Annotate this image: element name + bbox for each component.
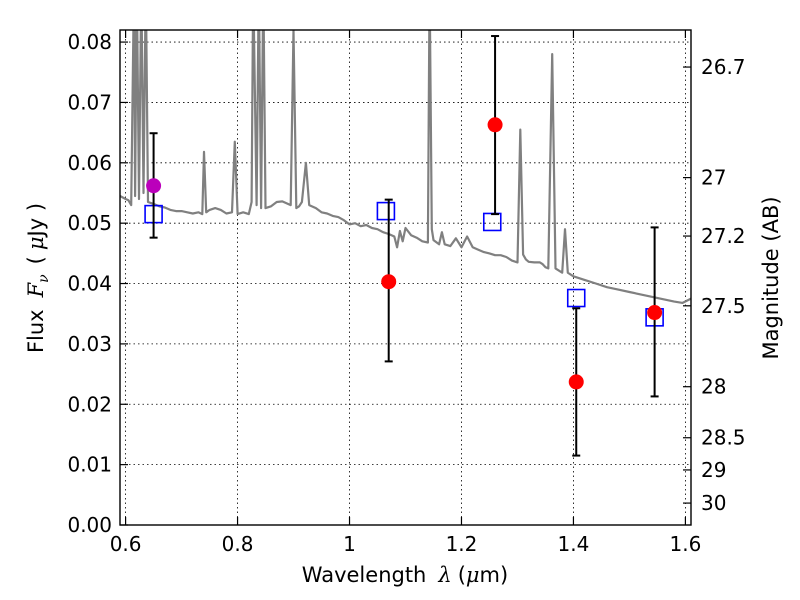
right-tick-label: 29 [701,458,726,482]
y-axis-left-ticks: 0.00 0.01 0.02 0.03 0.04 0.05 0.06 0.07 0.08 [67,30,128,537]
x-tick-label: 1.4 [558,532,590,556]
y-tick-label: 0.02 [67,392,112,416]
x-tick-label: 0.6 [110,532,142,556]
x-tick-label: 1.2 [446,532,478,556]
y-tick-label: 0.08 [67,30,112,54]
right-tick-label: 30 [701,491,726,515]
right-tick-label: 28.5 [701,426,746,450]
right-tick-label: 27 [701,166,726,190]
observed-point [568,374,584,390]
x-axis-ticks: 0.6 0.8 1 1.2 1.4 1.6 [110,30,701,556]
x-tick-label: 1.6 [669,532,701,556]
y-tick-label: 0.00 [67,513,112,537]
y-axis-left-label: FluxFν(μJy ) [24,203,52,353]
x-axis-label: Wavelength λ (μm) [302,563,508,587]
model-points [144,201,664,327]
observed-point [647,305,663,321]
y-tick-label: 0.01 [67,453,112,477]
y-tick-label: 0.06 [67,151,112,175]
observed-point [146,178,162,194]
y-axis-right-ticks: 26.7 27 27.2 27.5 28 28.5 29 30 [683,55,746,515]
y-tick-label: 0.05 [67,211,112,235]
y-tick-label: 0.03 [67,332,112,356]
plot-area [120,30,691,525]
observed-points [146,117,663,390]
right-tick-label: 28 [701,375,726,399]
model-square [566,288,586,308]
model-square [376,201,396,221]
x-tick-label: 0.8 [222,532,254,556]
right-tick-label: 27.5 [701,294,746,318]
right-tick-label: 26.7 [701,55,746,79]
plot-frame [119,29,692,526]
right-tick-label: 27.2 [701,224,746,248]
y-tick-label: 0.07 [67,90,112,114]
observed-point [487,117,503,133]
x-tick-label: 1 [343,532,356,556]
y-axis-right-label: Magnitude (AB) [759,196,783,359]
y-tick-label: 0.04 [67,272,112,296]
observed-point [381,274,397,290]
model-spectrum-line [120,30,691,304]
